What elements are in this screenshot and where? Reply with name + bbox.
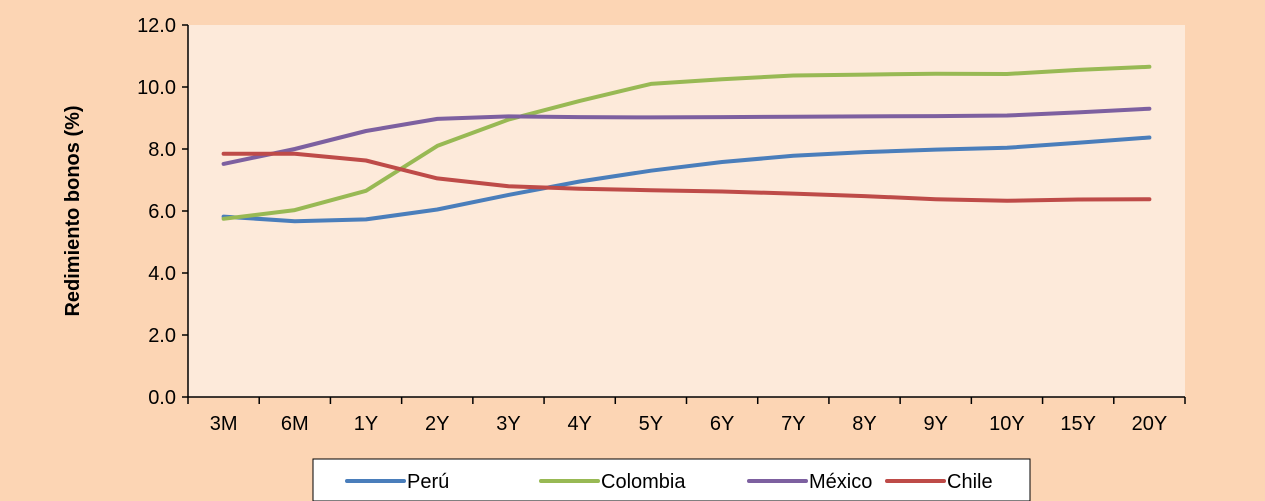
x-tick-label: 7Y bbox=[781, 413, 805, 435]
series-lines bbox=[221, 64, 1152, 224]
x-tick-label: 10Y bbox=[989, 413, 1025, 435]
x-tick-label: 6Y bbox=[710, 413, 734, 435]
x-tick-label: 20Y bbox=[1132, 413, 1168, 435]
series-line-2 bbox=[221, 106, 1152, 166]
y-tick-label: 8.0 bbox=[148, 139, 176, 161]
y-axis-title: Redimiento bonos (%) bbox=[62, 105, 84, 316]
y-tick-label: 0.0 bbox=[148, 387, 176, 409]
series-line-1 bbox=[221, 64, 1152, 221]
legend-label: México bbox=[809, 471, 872, 493]
x-tick-label: 9Y bbox=[924, 413, 948, 435]
x-axis: 3M 6M 1Y 2Y 3Y 4Y 5Y 6Y 7Y 8Y 9Y 10Y 15Y 20Y bbox=[187, 396, 1186, 435]
x-tick-label: 6M bbox=[281, 413, 309, 435]
x-tick-label: 4Y bbox=[567, 413, 591, 435]
y-tick-label: 2.0 bbox=[148, 325, 176, 347]
y-tick-label: 12.0 bbox=[137, 15, 176, 37]
y-tick-label: 6.0 bbox=[148, 201, 176, 223]
x-tick-label: 1Y bbox=[354, 413, 378, 435]
legend: Perú Colombia México Chile bbox=[312, 458, 1031, 501]
plot-area bbox=[188, 25, 1185, 397]
x-tick-label: 3M bbox=[210, 413, 238, 435]
legend-label: Chile bbox=[947, 471, 993, 493]
legend-label: Perú bbox=[407, 471, 449, 493]
x-tick-label: 2Y bbox=[425, 413, 449, 435]
x-tick-label: 15Y bbox=[1060, 413, 1096, 435]
series-line-3 bbox=[221, 151, 1152, 203]
y-axis: 0.0 2.0 4.0 6.0 8.0 10.0 12.0 bbox=[137, 15, 189, 409]
series-line-0 bbox=[221, 135, 1152, 224]
x-tick-label: 8Y bbox=[852, 413, 876, 435]
legend-label: Colombia bbox=[601, 471, 686, 493]
y-tick-label: 4.0 bbox=[148, 263, 176, 285]
x-tick-label: 5Y bbox=[639, 413, 663, 435]
x-tick-label: 3Y bbox=[496, 413, 520, 435]
y-tick-label: 10.0 bbox=[137, 77, 176, 99]
